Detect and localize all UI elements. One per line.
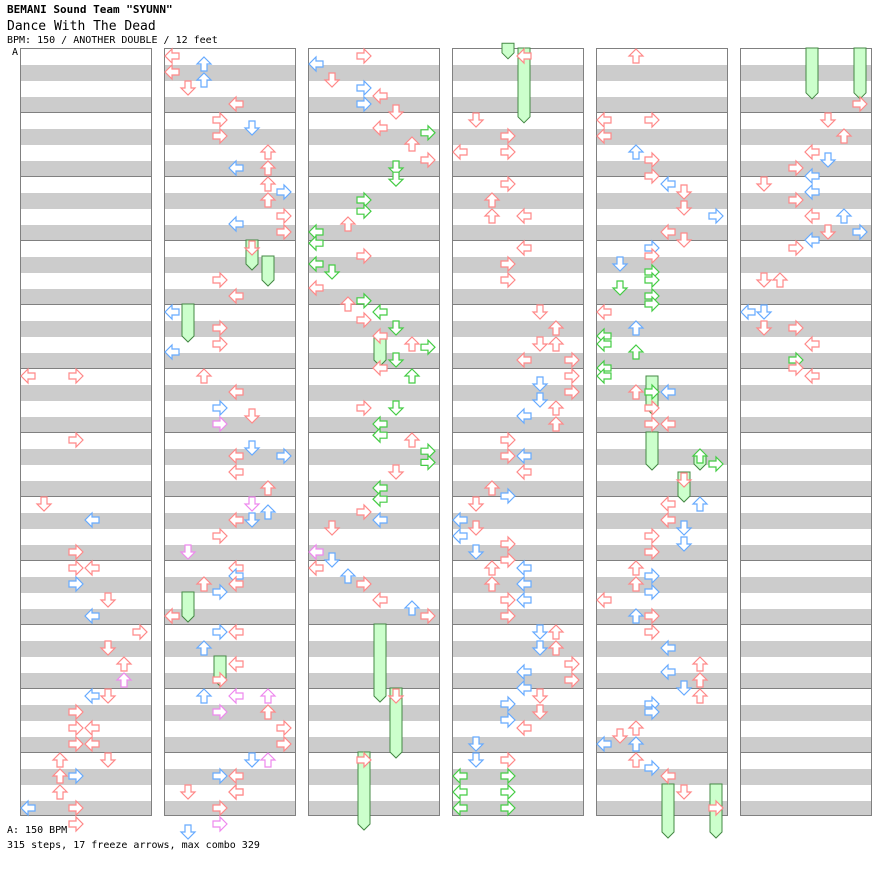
measure-line xyxy=(741,624,871,625)
measure-line xyxy=(21,176,151,177)
measure-line xyxy=(309,368,439,369)
bpm-marker: A xyxy=(12,47,19,58)
measure-line xyxy=(453,752,583,753)
measure-line xyxy=(741,432,871,433)
measure-line xyxy=(165,112,295,113)
measure-line xyxy=(165,496,295,497)
step-arrow xyxy=(68,815,84,833)
measure-line xyxy=(309,176,439,177)
measure-line xyxy=(309,752,439,753)
measure-line xyxy=(309,240,439,241)
measure-line xyxy=(453,624,583,625)
chart-column-1 xyxy=(20,48,152,816)
measure-line xyxy=(309,624,439,625)
song-title: Dance With The Dead xyxy=(7,19,156,34)
measure-line xyxy=(21,304,151,305)
measure-line xyxy=(597,176,727,177)
measure-line xyxy=(21,624,151,625)
measure-line xyxy=(741,752,871,753)
measure-line xyxy=(741,688,871,689)
measure-line xyxy=(453,496,583,497)
measure-line xyxy=(21,560,151,561)
measure-line xyxy=(453,240,583,241)
song-artist: BEMANI Sound Team "SYUNN" xyxy=(7,3,173,16)
step-arrow xyxy=(212,815,228,833)
measure-line xyxy=(309,688,439,689)
measure-line xyxy=(21,752,151,753)
measure-line xyxy=(597,752,727,753)
chart-stats: 315 steps, 17 freeze arrows, max combo 3… xyxy=(7,840,260,851)
measure-line xyxy=(309,304,439,305)
song-meta: BPM: 150 / ANOTHER DOUBLE / 12 feet xyxy=(7,35,218,46)
measure-line xyxy=(453,560,583,561)
measure-line xyxy=(309,560,439,561)
measure-line xyxy=(453,112,583,113)
measure-line xyxy=(741,240,871,241)
measure-line xyxy=(165,176,295,177)
measure-line xyxy=(453,368,583,369)
measure-line xyxy=(309,112,439,113)
measure-line xyxy=(597,432,727,433)
chart-column-3 xyxy=(308,48,440,816)
measure-line xyxy=(597,304,727,305)
measure-line xyxy=(453,432,583,433)
measure-line xyxy=(597,688,727,689)
measure-line xyxy=(165,432,295,433)
measure-line xyxy=(453,688,583,689)
measure-line xyxy=(165,688,295,689)
measure-line xyxy=(597,240,727,241)
measure-line xyxy=(597,368,727,369)
measure-line xyxy=(21,496,151,497)
measure-line xyxy=(741,368,871,369)
chart-column-6 xyxy=(740,48,872,816)
chart-column-5 xyxy=(596,48,728,816)
measure-line xyxy=(21,240,151,241)
measure-line xyxy=(165,240,295,241)
measure-line xyxy=(165,304,295,305)
measure-line xyxy=(741,560,871,561)
measure-line xyxy=(21,688,151,689)
measure-line xyxy=(165,560,295,561)
measure-line xyxy=(597,112,727,113)
measure-line xyxy=(165,368,295,369)
measure-line xyxy=(309,496,439,497)
measure-line xyxy=(741,176,871,177)
measure-line xyxy=(165,752,295,753)
measure-line xyxy=(597,560,727,561)
chart-column-2 xyxy=(164,48,296,816)
measure-line xyxy=(741,304,871,305)
measure-line xyxy=(21,432,151,433)
step-arrow xyxy=(179,824,197,840)
measure-line xyxy=(741,112,871,113)
chart-column-4 xyxy=(452,48,584,816)
measure-line xyxy=(741,496,871,497)
measure-line xyxy=(597,496,727,497)
measure-line xyxy=(453,176,583,177)
measure-line xyxy=(21,368,151,369)
measure-line xyxy=(453,304,583,305)
measure-line xyxy=(597,624,727,625)
measure-line xyxy=(309,432,439,433)
bpm-legend: A: 150 BPM xyxy=(7,825,68,836)
measure-line xyxy=(21,112,151,113)
measure-line xyxy=(165,624,295,625)
